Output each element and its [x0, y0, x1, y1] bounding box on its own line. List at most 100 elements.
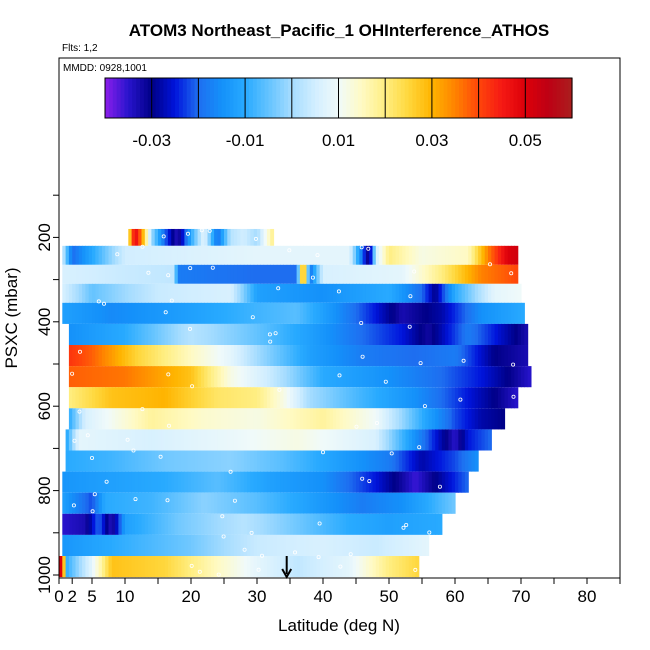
- heat-cell: [210, 556, 215, 578]
- heat-cell: [118, 408, 123, 430]
- colorbar-cell: [175, 78, 180, 118]
- x-tick-label: 50: [380, 587, 399, 606]
- heat-cell: [233, 387, 238, 409]
- heat-cell: [356, 513, 360, 535]
- heat-cell: [141, 245, 146, 265]
- heat-cell: [431, 471, 436, 493]
- heat-cell: [385, 534, 390, 557]
- heat-cell: [184, 366, 189, 388]
- heat-cell: [306, 429, 311, 451]
- heat-cell: [389, 513, 393, 535]
- sample-point: [317, 521, 322, 526]
- heat-cell: [161, 366, 166, 388]
- heat-cell: [303, 534, 308, 557]
- heat-cell: [441, 429, 446, 451]
- heat-cell: [105, 264, 110, 284]
- heat-cell: [217, 556, 222, 578]
- heat-cell: [488, 264, 492, 284]
- heat-cell: [111, 450, 116, 472]
- heat-cell: [418, 302, 423, 324]
- heat-cell: [389, 264, 393, 284]
- heat-cell: [402, 408, 407, 430]
- heat-cell: [461, 283, 466, 303]
- heat-cell: [224, 228, 228, 246]
- heat-cell: [184, 450, 189, 472]
- heat-cell: [105, 387, 110, 409]
- sample-point: [85, 433, 90, 438]
- heat-cell: [293, 387, 298, 409]
- heat-band: [68, 408, 506, 430]
- heat-cell: [385, 283, 390, 303]
- heat-cell: [148, 323, 152, 346]
- heat-cell: [158, 302, 162, 324]
- heat-cell: [227, 408, 232, 430]
- heat-cell: [68, 323, 73, 346]
- heat-cell: [471, 450, 476, 472]
- heat-cell: [346, 366, 350, 388]
- heat-cell: [197, 408, 202, 430]
- heat-cell: [280, 345, 284, 367]
- heat-cell: [507, 366, 512, 388]
- colorbar-cell: [295, 78, 301, 118]
- heat-cell: [405, 471, 410, 493]
- heat-cell: [385, 513, 390, 535]
- latitude-marker-arrow: [281, 556, 293, 580]
- heat-cell: [382, 408, 387, 430]
- heat-cell: [527, 366, 532, 388]
- heat-cell: [187, 408, 192, 430]
- heat-cell: [174, 534, 179, 557]
- heat-cell: [385, 387, 390, 409]
- heat-cell: [214, 556, 218, 578]
- colorbar-cell: [128, 78, 133, 118]
- heat-cell: [105, 429, 110, 451]
- colorbar-cell: [373, 78, 379, 118]
- heat-cell: [247, 228, 251, 246]
- heat-cell: [352, 513, 357, 535]
- y-tick-label: 600: [35, 392, 54, 420]
- heat-cell: [177, 556, 182, 578]
- heat-cell: [230, 408, 235, 430]
- heat-cell: [484, 245, 489, 265]
- sample-point: [422, 404, 427, 409]
- heat-cell: [398, 283, 403, 303]
- heat-cell: [313, 408, 317, 430]
- heat-cell: [346, 471, 350, 493]
- heat-cell: [247, 492, 251, 514]
- heat-cell: [220, 264, 225, 284]
- heat-cell: [431, 387, 436, 409]
- heat-cell: [395, 283, 400, 303]
- sample-point: [90, 509, 95, 514]
- heat-cell: [247, 471, 251, 493]
- heat-cell: [408, 345, 413, 367]
- colorbar-cell: [136, 78, 141, 118]
- heat-cell: [316, 264, 321, 284]
- heat-cell: [497, 323, 502, 346]
- heat-cell: [115, 450, 119, 472]
- heat-cell: [207, 245, 212, 265]
- heat-cell: [349, 366, 354, 388]
- heat-cell: [299, 429, 304, 451]
- heat-cell: [319, 387, 324, 409]
- heat-cell: [418, 429, 423, 451]
- heat-cell: [161, 556, 166, 578]
- heat-cell: [306, 471, 311, 493]
- colorbar-cell: [213, 78, 219, 118]
- heat-cell: [484, 387, 489, 409]
- heat-cell: [484, 408, 489, 430]
- heat-cell: [263, 387, 268, 409]
- heat-cell: [398, 513, 403, 535]
- heat-cell: [257, 450, 261, 472]
- heat-cell: [220, 387, 225, 409]
- heat-cell: [336, 513, 341, 535]
- heat-cell: [233, 228, 238, 246]
- heat-cell: [154, 471, 159, 493]
- heat-cell: [134, 387, 139, 409]
- heat-cell: [65, 283, 70, 303]
- heat-cell: [494, 245, 499, 265]
- heat-cell: [488, 245, 492, 265]
- heat-cell: [121, 450, 126, 472]
- heat-cell: [402, 283, 407, 303]
- heat-cell: [389, 283, 393, 303]
- heat-cell: [474, 450, 479, 472]
- colorbar-cell: [233, 78, 238, 118]
